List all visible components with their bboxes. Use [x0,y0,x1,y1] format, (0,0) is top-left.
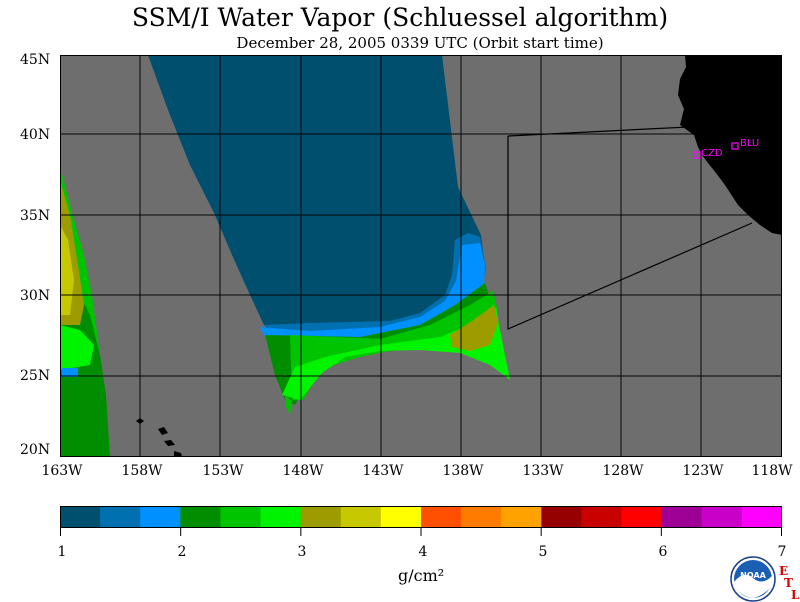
station-czd-label: CZD [701,148,723,159]
swath-low-vapor [148,55,485,335]
colorbar-cell [380,506,422,528]
colorbar-tick-label: 1 [57,544,67,560]
colorbar-cell [661,506,703,528]
california-land [678,55,782,235]
colorbar-cell [421,506,462,528]
colorbar-cell [140,506,181,528]
lon-label: 128W [602,463,644,479]
colorbar-tick-label: 7 [777,544,787,560]
lat-label: 40N [20,127,51,143]
lon-label: 133W [522,463,564,479]
colorbar-cell [100,506,141,528]
colorbar-tick-label: 4 [418,544,428,560]
colorbar-cell [621,506,663,528]
graticule [60,55,782,457]
etl-badge-letter: L [791,588,800,602]
colorbar-tick-label: 5 [538,544,548,560]
left-swath-bright-green [60,325,94,370]
swath-light-blue [260,243,485,337]
colorbar-cell [701,506,743,528]
colorbar-unit: g/cm² [398,566,445,585]
lat-label: 45N [20,52,51,68]
left-swath-blue [62,368,78,377]
noaa-logo: NOAA [730,556,776,602]
region-boundary [507,126,753,330]
swath-olive [450,305,498,351]
lon-label: 138W [442,463,484,479]
water-vapor-map: BLU CZD [60,55,782,457]
colorbar-cell [581,506,623,528]
lon-label: 153W [202,463,244,479]
colorbar-cell [60,506,101,528]
hawaii-island [164,440,175,446]
colorbar-cell [340,506,382,528]
colorbar-tick-label: 6 [658,544,668,560]
lon-label: 158W [121,463,163,479]
colorbar-cell [741,506,782,528]
hawaii-island [158,427,168,435]
lon-label: 118W [751,463,793,479]
etl-badge-letter: T [784,576,793,590]
colorbar-cell [300,506,342,528]
left-swath-yellow [60,225,74,315]
map-title: SSM/I Water Vapor (Schluessel algorithm) [131,3,669,32]
lon-label: 123W [682,463,724,479]
station-markers [693,142,739,159]
colorbar-cell [541,506,582,528]
station-czd-marker [693,151,701,159]
svg-text:NOAA: NOAA [740,571,766,580]
colorbar-cell [461,506,502,528]
colorbar-cell [180,506,221,528]
colorbar-cell [220,506,262,528]
lon-label: 163W [41,463,83,479]
hawaii-island [174,451,182,457]
lat-label: 35N [20,208,51,224]
colorbar-cell [260,506,302,528]
station-blu-marker [731,142,739,150]
colorbar [60,506,782,536]
colorbar-tick-label: 3 [297,544,307,560]
colorbar-cell [501,506,542,528]
lon-label: 143W [362,463,404,479]
station-blu-label: BLU [740,138,759,149]
lat-label: 30N [20,288,51,304]
swath-tip [285,395,292,415]
lat-label: 25N [20,368,51,384]
lat-label: 20N [20,442,51,458]
etl-badge-letter: E [779,564,789,578]
colorbar-tick-label: 2 [177,544,187,560]
lon-label: 148W [282,463,324,479]
left-swath-dark-green [60,285,110,457]
map-subtitle: December 28, 2005 0339 UTC (Orbit start … [236,34,604,52]
